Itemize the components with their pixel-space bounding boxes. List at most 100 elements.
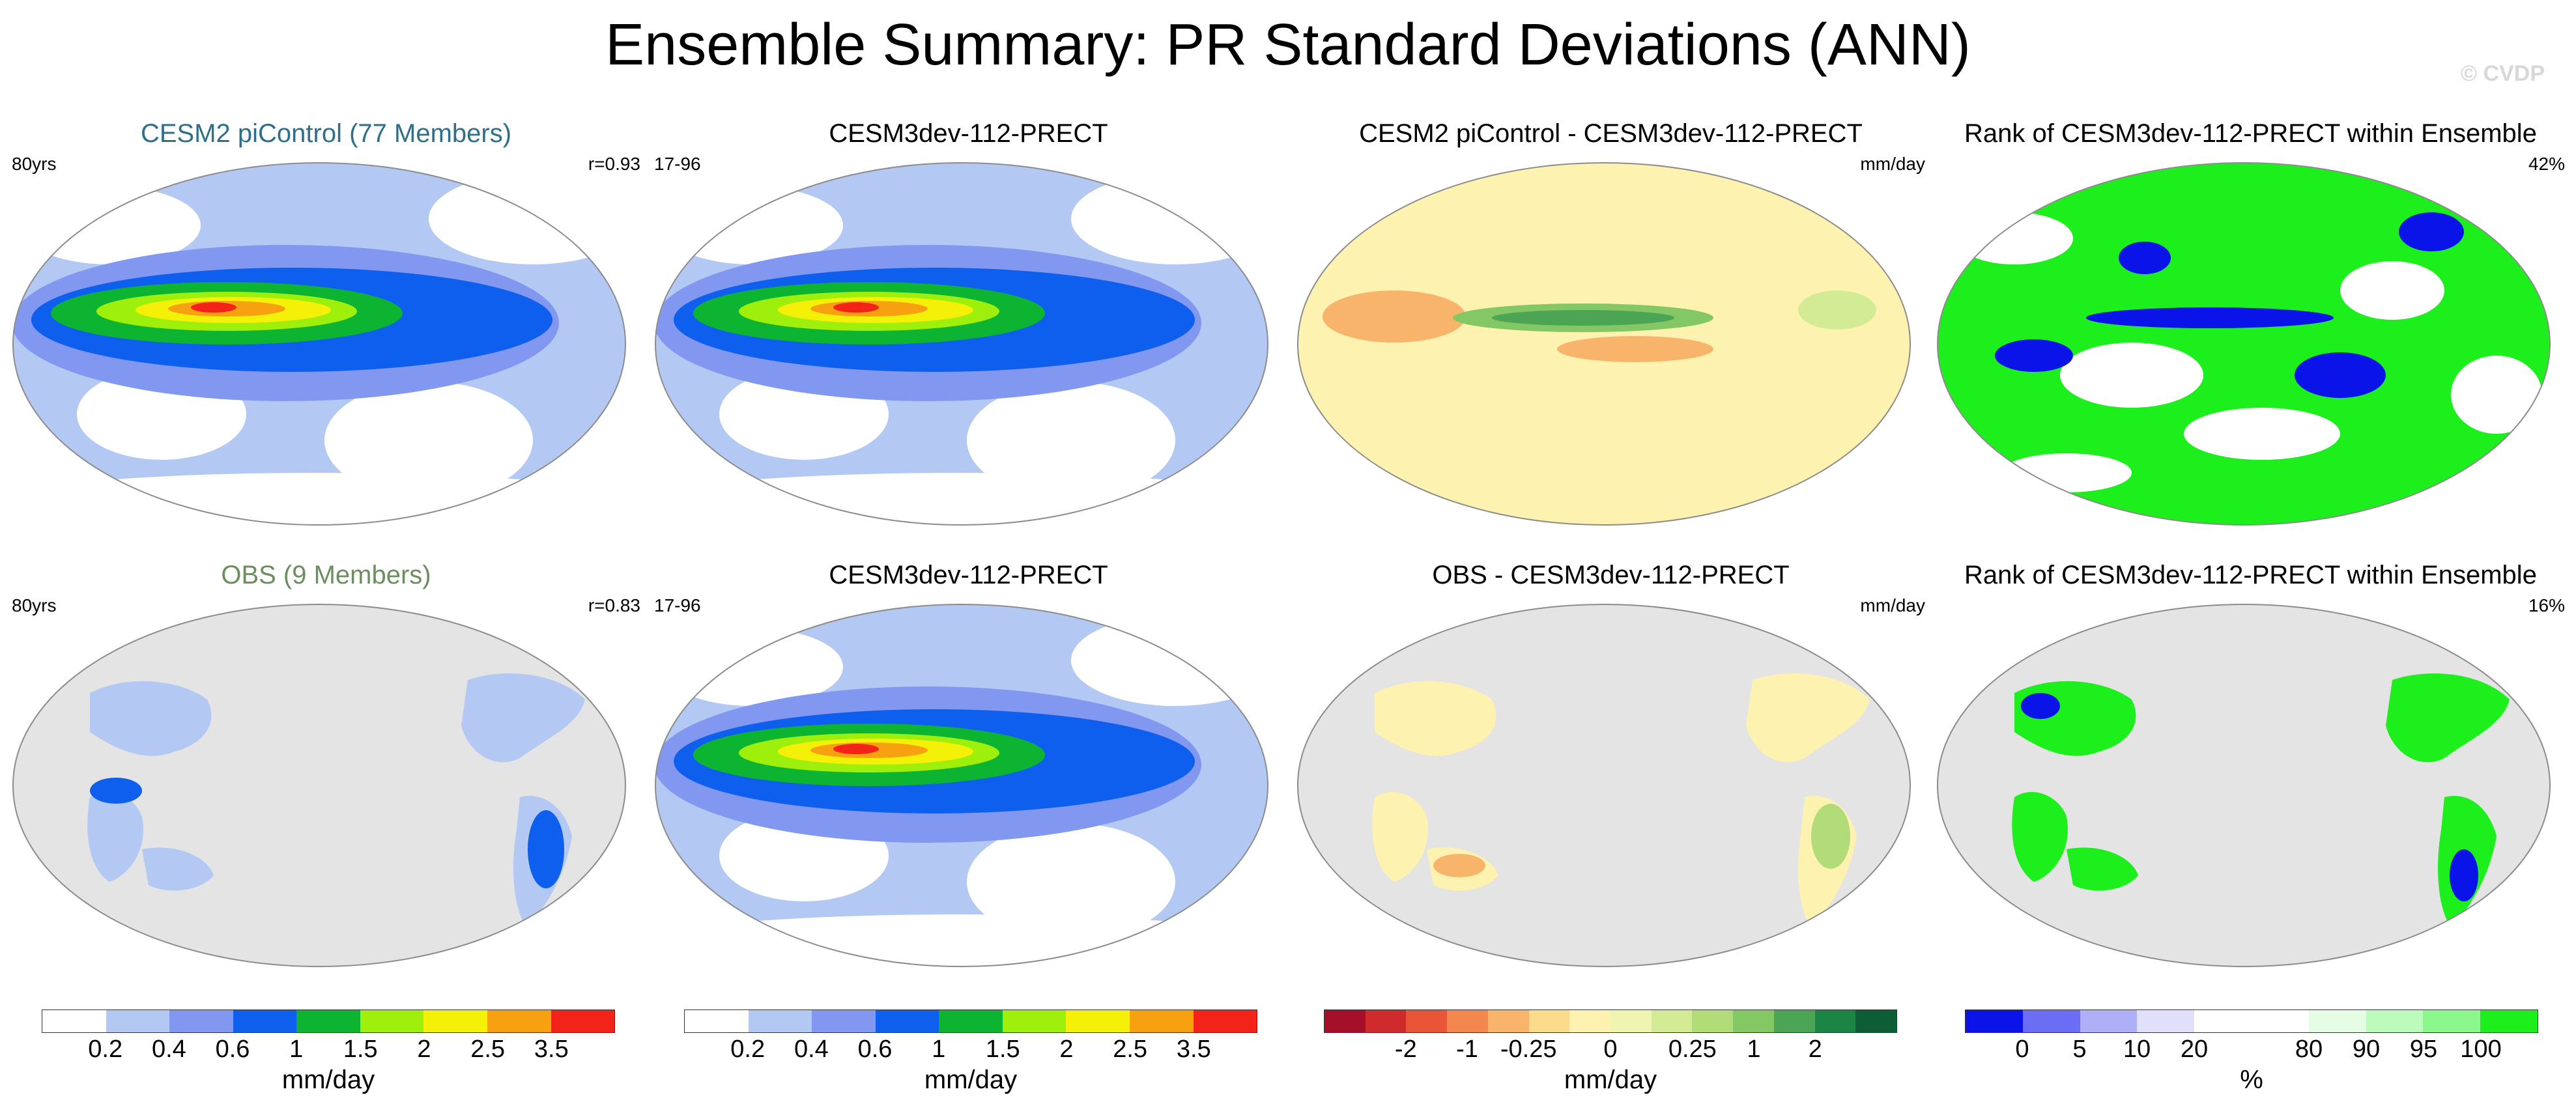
colorbar-box: [2366, 1010, 2424, 1032]
colorbar-std-2: 0.2 0.4 0.6 1 1.5 2 2.5 3.5 mm/day: [684, 1009, 1257, 1114]
map-outline: [655, 604, 1268, 967]
colorbar-rank: 0 5 10 20 80 90 95 100%: [1965, 1009, 2538, 1114]
colorbar-tick-label: 2: [1808, 1036, 1822, 1063]
map-obs-std: [12, 604, 626, 967]
colorbar-box: [2251, 1010, 2309, 1032]
map-obs-difference: [1297, 604, 1911, 967]
colorbar-box: [1129, 1010, 1194, 1032]
colorbar-tick-label: 0: [1603, 1036, 1618, 1063]
colorbar-tick-label: 95: [2409, 1036, 2438, 1063]
colorbar-unit-label: %: [2240, 1066, 2263, 1094]
panel-title: Rank of CESM3dev-112-PRECT within Ensemb…: [1964, 119, 2537, 148]
colorbar-box: [2480, 1010, 2538, 1032]
colorbar-tick-label: 0: [2015, 1036, 2029, 1063]
colorbar-box: [233, 1010, 297, 1032]
colorbar-tick-label: 80: [2295, 1036, 2323, 1063]
colorbar-tick-label: 0.6: [215, 1036, 250, 1063]
colorbar-unit-label: mm/day: [924, 1066, 1018, 1094]
colorbar-tick-label: -1: [1456, 1036, 1478, 1063]
colorbar-tick-label: 1.5: [985, 1036, 1020, 1063]
colorbar-unit-label: mm/day: [281, 1066, 375, 1094]
colorbar-box: [748, 1010, 812, 1032]
colorbar-boxes: [42, 1009, 615, 1033]
map-obs-rank: [1937, 604, 2551, 967]
units-label: mm/day: [1860, 154, 1925, 174]
panel-title: CESM3dev-112-PRECT: [829, 119, 1108, 148]
colorbar-tick-label: 100: [2460, 1036, 2502, 1063]
colorbar-box: [1855, 1010, 1897, 1032]
panel-r2-c4: Rank of CESM3dev-112-PRECT within Ensemb…: [1936, 560, 2565, 977]
map-outline: [1937, 604, 2551, 967]
rank-percent: 16%: [2528, 595, 2565, 615]
colorbar-box: [1365, 1010, 1407, 1032]
map-rank: [1937, 162, 2551, 526]
colorbar-box: [1773, 1010, 1815, 1032]
colorbar-tick-label: 1: [1747, 1036, 1761, 1063]
colorbar-box: [1610, 1010, 1652, 1032]
panel-title: OBS (9 Members): [221, 561, 431, 589]
colorbar-box: [1406, 1010, 1448, 1032]
colorbar-box: [2080, 1010, 2138, 1032]
colorbar-box: [106, 1010, 170, 1032]
colorbar-boxes: [1965, 1009, 2538, 1033]
panel-title: CESM2 piControl - CESM3dev-112-PRECT: [1359, 119, 1863, 148]
colorbar-tick-label: 1.5: [343, 1036, 378, 1063]
panel-title: CESM3dev-112-PRECT: [829, 561, 1108, 589]
colorbar-tick-label: 0.25: [1668, 1036, 1717, 1063]
colorbar-box: [42, 1010, 106, 1032]
map-field: [13, 163, 625, 525]
colorbar-box: [1692, 1010, 1734, 1032]
colorbar-tick-label: 1: [932, 1036, 946, 1063]
map-field: [13, 604, 625, 967]
colorbar-tick-label: 0.2: [730, 1036, 766, 1063]
panel-r2-c2: CESM3dev-112-PRECT 17-96: [654, 560, 1283, 977]
map-outline: [655, 162, 1268, 526]
colorbar-box: [360, 1010, 424, 1032]
colorbar-box: [1447, 1010, 1488, 1032]
colorbar-box: [2022, 1010, 2080, 1032]
colorbar-box: [875, 1010, 939, 1032]
colorbar-tick-label: 3.5: [534, 1036, 569, 1063]
colorbar-tick-label: 0.2: [88, 1036, 123, 1063]
colorbar-box: [2194, 1010, 2252, 1032]
colorbar-tick-label: 0.4: [151, 1036, 186, 1063]
colorbar-box: [1193, 1010, 1257, 1032]
period-label: 80yrs: [12, 595, 57, 615]
map-outline: [1297, 604, 1911, 967]
colorbar-box: [2308, 1010, 2366, 1032]
panel-title: OBS - CESM3dev-112-PRECT: [1432, 561, 1790, 589]
colorbar-tick-label: -0.25: [1500, 1036, 1557, 1063]
colorbar-box: [939, 1010, 1003, 1032]
period-label: 17-96: [654, 595, 701, 615]
colorbar-box: [1324, 1010, 1366, 1032]
colorbar-box: [1569, 1010, 1611, 1032]
colorbar-tick-label: 10: [2123, 1036, 2151, 1063]
colorbar-tick-label: 2: [417, 1036, 431, 1063]
colorbar-box: [487, 1010, 551, 1032]
units-label: mm/day: [1860, 595, 1925, 615]
colorbar-box: [1966, 1010, 2023, 1032]
colorbar-boxes: [1324, 1009, 1897, 1033]
colorbar-diff: -2 -1 -0.25 0 0.25 1 2 mm/day: [1324, 1009, 1897, 1114]
map-field: [1298, 163, 1910, 525]
colorbar-box: [1487, 1010, 1529, 1032]
map-cesm2-std: [12, 162, 626, 526]
colorbar-tick-label: -2: [1394, 1036, 1417, 1063]
map-outline: [1937, 162, 2551, 526]
colorbar-box: [685, 1010, 749, 1032]
colorbar-tick-label: 0.6: [857, 1036, 893, 1063]
colorbar-box: [423, 1010, 487, 1032]
figure-title: Ensemble Summary: PR Standard Deviations…: [605, 12, 1971, 78]
colorbar-tick-label: 2: [1059, 1036, 1074, 1063]
map-outline: [12, 604, 626, 967]
rank-percent: 42%: [2528, 154, 2565, 174]
colorbar-box: [1651, 1010, 1693, 1032]
panel-r2-c1: OBS (9 Members) 80yrs r=0.83: [12, 560, 640, 977]
colorbar-tick-label: 0.4: [794, 1036, 829, 1063]
panel-r2-c3: OBS - CESM3dev-112-PRECT mm/day: [1296, 560, 1925, 977]
colorbar-box: [812, 1010, 876, 1032]
panel-r1-c4: Rank of CESM3dev-112-PRECT within Ensemb…: [1936, 119, 2565, 535]
colorbar-box: [1733, 1010, 1774, 1032]
map-difference: [1297, 162, 1911, 526]
colorbar-tick-label: 20: [2180, 1036, 2209, 1063]
